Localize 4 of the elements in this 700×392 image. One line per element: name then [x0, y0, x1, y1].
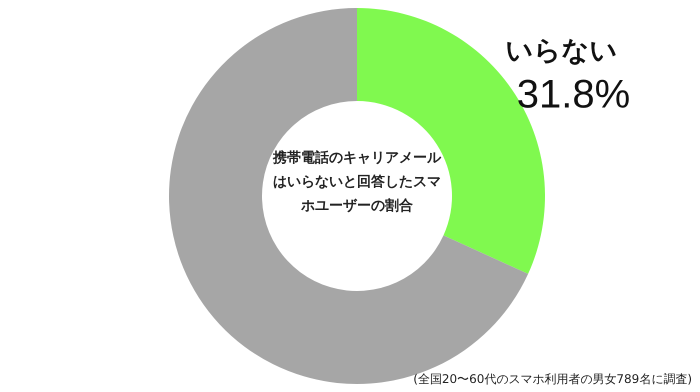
data-label: 31.8% [516, 72, 630, 117]
text: (全国20〜60代のスマホ利用者の男女789名に調査) [413, 371, 692, 388]
text: 携帯電話のキャリアメールはいらないと回答したスマホユーザーの割合 [272, 149, 442, 216]
slice-label: いらない [505, 36, 618, 67]
